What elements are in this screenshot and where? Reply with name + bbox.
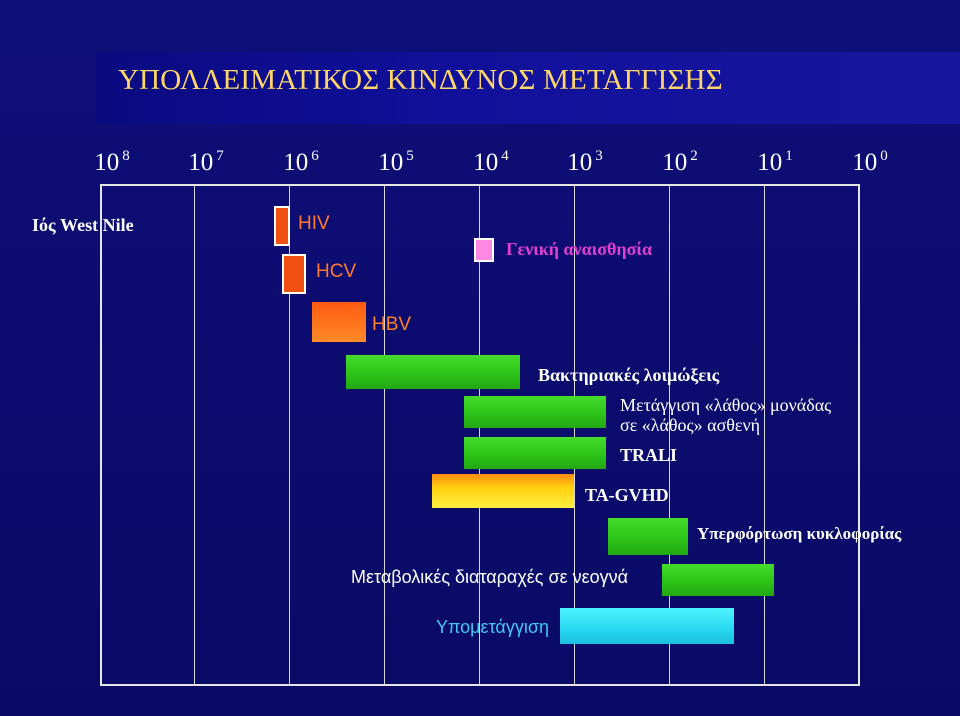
hiv-label: HIV — [298, 213, 330, 234]
slide-title: ΥΠΟΛΛΕΙΜΑΤΙΚΟΣ ΚΙΝΔΥΝΟΣ ΜΕΤΑΓΓΙΣΗΣ — [118, 64, 723, 96]
scale-label-1e6: 10 6 — [283, 148, 319, 176]
metabolic-disorders-bar — [662, 564, 774, 596]
grid-line — [764, 186, 765, 684]
undertransfusion-bar — [560, 608, 734, 644]
scale-label-1e0: 10 0 — [852, 148, 888, 176]
wrong-unit-bar — [464, 396, 606, 428]
risk-grid — [100, 184, 860, 686]
grid-line — [669, 186, 670, 684]
title-band — [96, 52, 960, 124]
scale-label-1e1: 10 1 — [757, 148, 793, 176]
grid-line — [194, 186, 195, 684]
grid-line — [384, 186, 385, 684]
hcv-bar — [282, 254, 306, 294]
bacterial-infections-label: Βακτηριακές λοιμώξεις — [538, 365, 720, 385]
grid-line — [289, 186, 290, 684]
scale-label-1e2: 10 2 — [662, 148, 698, 176]
hiv-bar — [274, 206, 290, 246]
hcv-label: HCV — [316, 261, 357, 282]
west-nile-label: Ιός West Nile — [32, 215, 134, 235]
scale-label-1e8: 10 8 — [94, 148, 130, 176]
scale-label-1e4: 10 4 — [473, 148, 509, 176]
scale-label-1e7: 10 7 — [188, 148, 224, 176]
scale-label-1e5: 10 5 — [378, 148, 414, 176]
circulatory-overload-label: Υπερφόρτωση κυκλοφορίας — [697, 524, 902, 543]
circulatory-overload-bar — [608, 518, 688, 555]
hbv-label: HBV — [372, 314, 412, 335]
ta-gvhd-bar — [432, 474, 574, 508]
scale-label-1e3: 10 3 — [567, 148, 603, 176]
metabolic-disorders-label: Μεταβολικές διαταραχές σε νεογνά — [351, 567, 629, 587]
grid-line — [479, 186, 480, 684]
bacterial-infections-bar — [346, 355, 520, 389]
ta-gvhd-label: TA-GVHD — [585, 485, 669, 505]
trali-bar — [464, 437, 606, 469]
undertransfusion-label: Υπομετάγγιση — [436, 617, 549, 637]
hbv-bar — [312, 302, 366, 342]
anesthesia-label: Γενική αναισθησία — [506, 239, 653, 259]
anesthesia-marker — [474, 238, 494, 262]
wrong-unit-label-line2: σε «λάθος» ασθενή — [620, 415, 761, 435]
trali-label: TRALI — [620, 445, 678, 465]
grid-line — [574, 186, 575, 684]
wrong-unit-label-line1: Μετάγγιση «λάθος» μονάδας — [620, 395, 832, 415]
